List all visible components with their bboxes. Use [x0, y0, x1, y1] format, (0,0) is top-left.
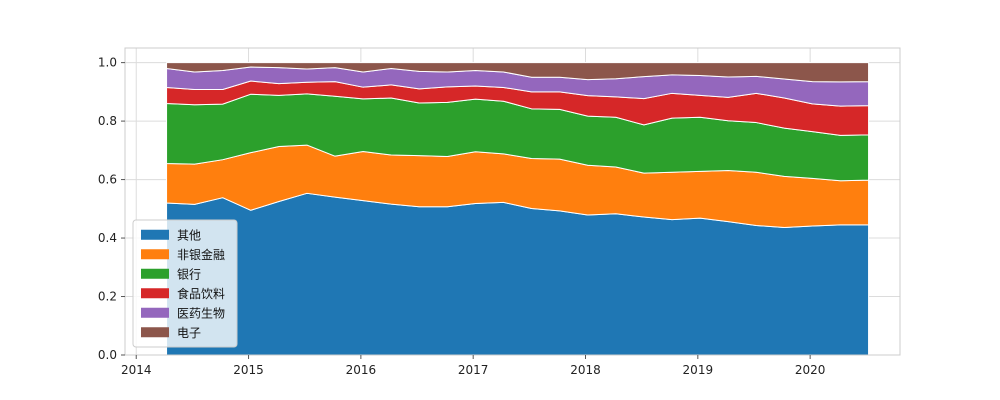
- x-tick-label: 2019: [683, 363, 714, 377]
- area-series-6: [166, 62, 870, 83]
- legend-label-3: 银行: [177, 267, 201, 281]
- x-tick-label: 2018: [570, 363, 601, 377]
- legend-swatch-6: [141, 327, 169, 338]
- area-series-group: [166, 62, 870, 356]
- legend-swatch-5: [141, 307, 169, 318]
- legend-label-6: 电子: [177, 326, 201, 340]
- y-tick-label: 0.4: [98, 231, 117, 245]
- y-tick-label: 1.0: [98, 56, 117, 70]
- x-tick-label: 2015: [233, 363, 264, 377]
- y-tick-label: 0.6: [98, 173, 117, 187]
- plot-frame: [124, 47, 901, 356]
- x-tick-label: 2016: [346, 363, 377, 377]
- legend-swatch-3: [141, 268, 169, 279]
- legend-label-5: 医药生物: [177, 306, 225, 320]
- y-tick-label: 0.8: [98, 114, 117, 128]
- y-tick-label: 0.2: [98, 290, 117, 304]
- x-axis-ticks: 2014 2015 2016 2017 2018 2019 2020: [121, 355, 825, 377]
- x-tick-label: 2020: [795, 363, 826, 377]
- y-axis-ticks: 0.0 0.2 0.4 0.6 0.8 1.0: [98, 56, 125, 362]
- x-tick-label: 2017: [458, 363, 489, 377]
- legend-swatch-2: [141, 249, 169, 260]
- legend-swatch-4: [141, 288, 169, 299]
- legend-label-1: 其他: [177, 228, 201, 242]
- legend-swatch-1: [141, 229, 169, 240]
- y-tick-label: 0.0: [98, 348, 117, 362]
- x-tick-label: 2014: [121, 363, 152, 377]
- legend-label-4: 食品饮料: [177, 286, 225, 301]
- legend-label-2: 非银金融: [177, 247, 225, 262]
